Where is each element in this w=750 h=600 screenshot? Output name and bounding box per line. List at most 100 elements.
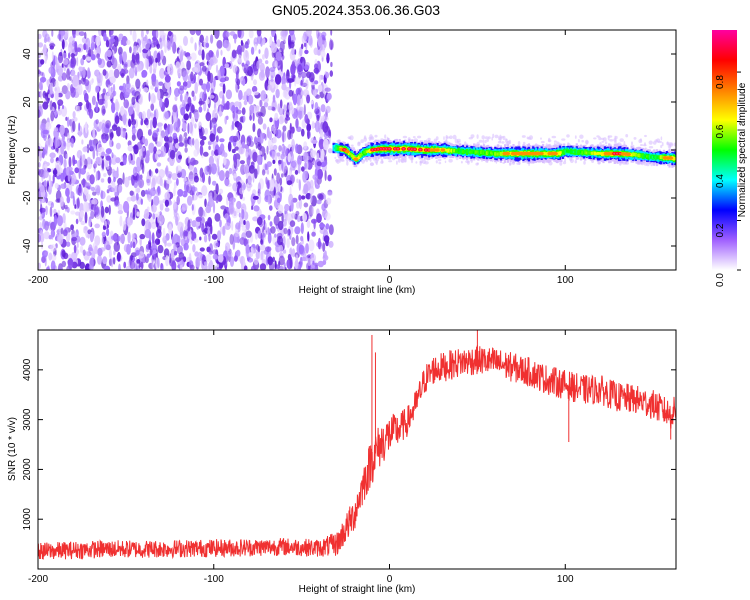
trace-cell [655, 155, 659, 159]
noise-blob [88, 265, 94, 270]
noise-blob [274, 260, 277, 270]
noise-blob [164, 199, 169, 207]
noise-blob [225, 170, 230, 180]
noise-blob [141, 69, 148, 78]
noise-blob [117, 210, 124, 215]
noise-blob [160, 49, 164, 60]
trace-cell [592, 151, 595, 155]
halo-speckle [631, 141, 633, 146]
noise-blob [256, 216, 263, 226]
noise-blob [111, 152, 114, 159]
noise-blob [317, 260, 324, 268]
noise-blob [49, 180, 53, 191]
noise-blob [259, 263, 267, 270]
noise-blob [266, 145, 269, 155]
noise-blob [84, 211, 88, 224]
noise-blob [298, 194, 302, 201]
noise-blob [107, 176, 112, 184]
noise-blob [307, 34, 313, 46]
noise-blob [194, 63, 201, 73]
halo-speckle [561, 138, 566, 141]
noise-blob [80, 69, 83, 78]
noise-blob [321, 31, 327, 38]
noise-blob [252, 151, 258, 163]
noise-blob [218, 170, 225, 182]
noise-blob [120, 72, 125, 79]
noise-blob [71, 236, 78, 242]
halo-speckle [583, 160, 586, 165]
noise-blob [173, 34, 177, 44]
trace-cell [333, 147, 337, 150]
noise-blob [189, 164, 195, 173]
noise-blob [194, 123, 197, 129]
noise-blob [250, 46, 255, 55]
noise-blob [119, 215, 123, 227]
noise-blob [257, 116, 263, 125]
trace-cell [591, 151, 594, 155]
noise-blob [282, 249, 287, 254]
noise-blob [42, 90, 47, 99]
noise-blob [327, 191, 333, 196]
trace-cell [577, 151, 580, 154]
trace-cell [481, 151, 484, 155]
noise-blob [298, 244, 304, 255]
noise-blob [123, 261, 127, 269]
noise-blob [38, 149, 42, 162]
noise-blob [157, 89, 161, 101]
noise-blob [248, 165, 255, 174]
noise-blob [284, 203, 290, 212]
noise-blob [86, 156, 92, 165]
noise-blob [122, 51, 127, 63]
noise-blob [132, 30, 137, 42]
trace-cell [564, 149, 567, 154]
noise-blob [84, 182, 91, 187]
noise-blob [216, 39, 223, 49]
halo-speckle [360, 139, 364, 144]
noise-blob [108, 69, 115, 82]
noise-blob [182, 81, 188, 87]
noise-blob [45, 221, 51, 226]
noise-blob [156, 128, 160, 133]
halo-speckle [607, 135, 613, 138]
noise-blob [69, 186, 71, 199]
noise-blob [154, 79, 159, 91]
noise-blob [80, 58, 85, 66]
noise-blob [130, 159, 136, 165]
noise-blob [188, 252, 192, 263]
noise-blob [230, 135, 236, 142]
halo-speckle [574, 159, 577, 164]
colorbar-label: Normalized spectral amplitude [737, 82, 748, 217]
noise-blob [123, 200, 130, 213]
noise-blob [113, 241, 121, 252]
noise-blob [91, 95, 96, 106]
noise-blob [61, 260, 67, 268]
noise-blob [100, 205, 105, 218]
noise-blob [152, 38, 159, 46]
y-tick-label: 20 [22, 96, 33, 108]
noise-blob [105, 120, 112, 129]
noise-blob [238, 89, 243, 101]
noise-blob [151, 259, 154, 270]
noise-blob [160, 262, 163, 269]
noise-blob [101, 159, 105, 170]
noise-blob [104, 265, 111, 270]
noise-blob [57, 108, 62, 116]
noise-blob [326, 197, 332, 205]
noise-blob [198, 49, 202, 56]
noise-blob [90, 210, 95, 220]
noise-blob [187, 195, 193, 206]
noise-blob [278, 145, 282, 152]
noise-blob [267, 105, 273, 111]
noise-blob [44, 33, 50, 42]
noise-blob [156, 162, 162, 167]
noise-blob [289, 256, 293, 269]
noise-blob [188, 138, 192, 146]
noise-blob [59, 124, 65, 136]
halo-speckle [363, 137, 368, 142]
halo-speckle [506, 140, 511, 145]
noise-blob [236, 109, 242, 115]
noise-blob [269, 221, 273, 227]
noise-blob [187, 122, 190, 135]
noise-blob [44, 55, 47, 64]
trace-cell [369, 148, 372, 154]
